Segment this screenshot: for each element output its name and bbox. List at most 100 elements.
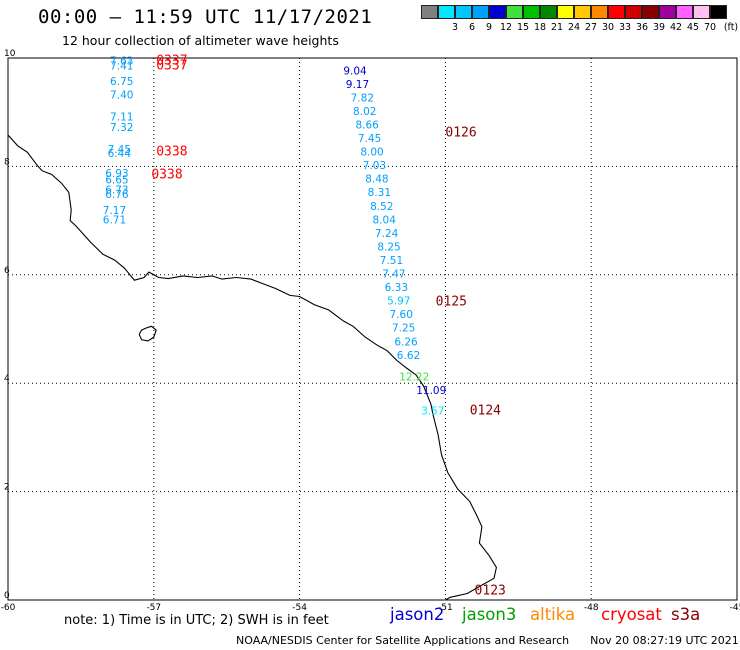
legend-swatch	[472, 5, 489, 19]
legend-swatch	[438, 5, 455, 19]
wave-height-label: 12.22	[399, 371, 429, 383]
legend-swatch	[523, 5, 540, 19]
legend-swatch	[625, 5, 642, 19]
legend-swatch	[489, 5, 506, 19]
wave-height-label: 7.17	[103, 205, 126, 217]
wave-height-label: 7.25	[392, 323, 415, 335]
wave-height-label: 7.41	[110, 60, 133, 72]
page-title: 00:00 – 11:59 UTC 11/17/2021	[38, 6, 373, 28]
x-tick-label: -48	[584, 603, 599, 613]
legend-swatch	[455, 5, 472, 19]
wave-height-label: 7.45	[108, 144, 131, 156]
legend-label: 33	[618, 22, 632, 33]
legend-label: 9	[485, 22, 493, 33]
wave-height-label: 6.62	[397, 350, 420, 362]
wave-height-label: 3.57	[421, 406, 444, 418]
legend-label: 45	[686, 22, 700, 33]
x-tick-label: -54	[292, 603, 307, 613]
wave-height-label: 8.02	[353, 106, 376, 118]
wave-height-label: 9.04	[343, 65, 367, 77]
wave-height-label: 7.63	[110, 56, 133, 68]
footer-timestamp: Nov 20 08:27:19 UTC 2021	[590, 634, 739, 647]
legend-label: 18	[533, 22, 547, 33]
wave-height-label: 5.97	[387, 296, 410, 308]
y-tick-label: 6	[4, 266, 10, 276]
legend-label: 27	[584, 22, 598, 33]
legend-label: 6	[468, 22, 476, 33]
satellite-name: s3a	[671, 605, 701, 624]
legend-label: 36	[635, 22, 649, 33]
legend-swatch	[659, 5, 676, 19]
legend-label: 3	[451, 22, 459, 33]
legend-label: 42	[669, 22, 683, 33]
x-tick-label: -60	[1, 603, 16, 613]
wave-height-label: 6.75	[110, 76, 133, 88]
pass-time-label: 0338	[156, 145, 187, 160]
legend-swatch	[506, 5, 523, 19]
satellite-name: jason2	[390, 605, 445, 624]
y-tick-label: 0	[4, 591, 10, 601]
page-subtitle: 12 hour collection of altimeter wave hei…	[62, 33, 339, 48]
wave-height-label: 6.65	[105, 175, 128, 187]
wave-height-label: 8.52	[370, 201, 393, 213]
legend-unit: (ft)	[723, 22, 739, 33]
pass-time-label: 0338	[151, 167, 182, 182]
wave-height-label: 7.24	[375, 228, 399, 240]
wave-height-label: 8.66	[355, 119, 379, 131]
legend-label: 24	[567, 22, 581, 33]
wave-height-label: 8.48	[365, 174, 388, 186]
legend-swatch	[676, 5, 693, 19]
y-tick-label: 8	[4, 157, 10, 167]
coastline	[7, 134, 497, 601]
pass-time-label: 0337	[156, 58, 187, 73]
wave-height-label: 6.71	[103, 214, 126, 226]
pass-time-label: 0125	[436, 295, 467, 310]
y-tick-label: 10	[4, 49, 16, 59]
wave-height-label: 7.60	[390, 309, 413, 321]
wave-height-label: 6.26	[394, 336, 418, 348]
legend-label: 12	[499, 22, 513, 33]
legend-label: 30	[601, 22, 615, 33]
wave-height-label: 8.31	[368, 187, 391, 199]
satellite-name: jason3	[462, 605, 517, 624]
wave-height-label: 9.17	[346, 79, 369, 91]
note-text: note: 1) Time is in UTC; 2) SWH is in fe…	[64, 613, 329, 628]
wave-height-label: 8.00	[360, 147, 383, 159]
wave-height-label: 8.25	[377, 241, 400, 253]
legend-label: 39	[652, 22, 666, 33]
legend-label: 21	[550, 22, 564, 33]
pass-time-label: 0126	[445, 126, 476, 141]
x-tick-label: -57	[146, 603, 161, 613]
wave-height-label: 6.44	[108, 148, 132, 160]
wave-height-label: 6.93	[105, 168, 128, 180]
legend-swatch	[693, 5, 710, 19]
footer-agency: NOAA/NESDIS Center for Satellite Applica…	[236, 634, 570, 647]
legend-label: 15	[516, 22, 530, 33]
wave-height-label: 7.51	[380, 255, 403, 267]
legend-swatch	[540, 5, 557, 19]
satellite-name: altika	[530, 605, 576, 624]
wave-height-label: 7.11	[110, 111, 133, 123]
wave-height-label: 7.40	[110, 90, 133, 102]
legend-swatch	[557, 5, 574, 19]
legend-swatch	[710, 5, 727, 19]
wave-height-label: 7.47	[382, 269, 405, 281]
wave-height-label: 6.76	[105, 189, 129, 201]
legend-swatch	[574, 5, 591, 19]
pass-time-label: 0124	[470, 404, 501, 419]
wave-height-label: 7.32	[110, 122, 133, 134]
wave-height-label: 8.04	[373, 214, 397, 226]
x-tick-label: -51	[438, 603, 453, 613]
pass-time-label: 0123	[475, 584, 506, 599]
legend-swatch	[642, 5, 659, 19]
wave-height-label: 6.73	[105, 185, 128, 197]
legend-label: 70	[703, 22, 717, 33]
wave-height-label: 7.45	[358, 133, 381, 145]
legend-swatch	[608, 5, 625, 19]
wave-height-label: 7.82	[351, 92, 374, 104]
legend-swatch	[591, 5, 608, 19]
island-outline	[138, 325, 157, 342]
wave-height-label: 11.09	[416, 385, 446, 397]
footer-credit: NOAA/NESDIS Center for Satellite Applica…	[236, 634, 739, 647]
